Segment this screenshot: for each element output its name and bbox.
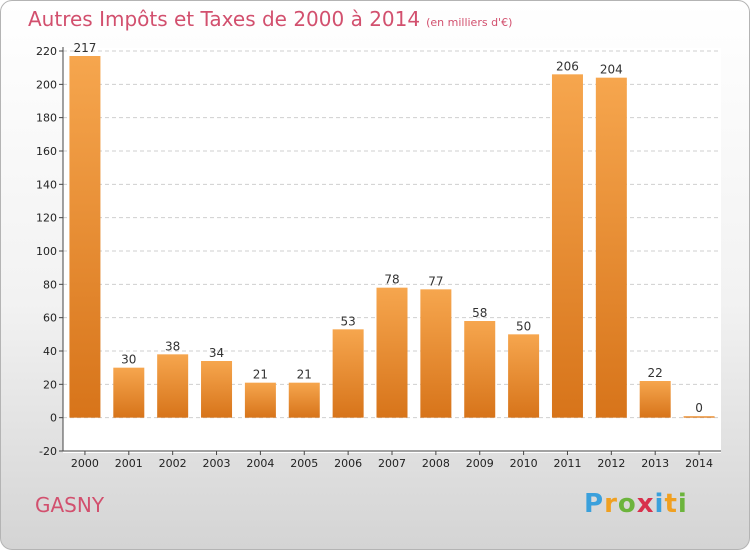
x-tick-label: 2012 [597,457,625,470]
x-tick-label: 2011 [553,457,581,470]
bar [157,354,189,418]
bar-value-label: 217 [73,41,96,55]
bar-value-label: 50 [516,319,531,333]
x-tick-label: 2009 [466,457,494,470]
chart-title-unit: (en milliers d'€) [426,16,513,29]
x-tick-label: 2008 [422,457,450,470]
x-tick-label: 2002 [159,457,187,470]
bar-value-label: 58 [472,306,487,320]
x-tick-label: 2005 [290,457,318,470]
bar [288,382,320,418]
x-tick-label: 2001 [115,457,143,470]
y-tick-label: 140 [36,178,57,191]
x-tick-label: 2006 [334,457,362,470]
y-tick-label: 120 [36,212,57,225]
x-tick-label: 2010 [510,457,538,470]
bar-value-label: 77 [428,274,443,288]
y-tick-label: 20 [43,378,57,391]
bar [551,74,583,418]
y-tick-label: 200 [36,78,57,91]
y-axis-ticks: -20 0 20 40 60 80 100 120 140 160 180 200 220 [36,45,63,458]
bar [113,367,145,418]
bar [464,321,496,418]
bars: 217 30 38 34 21 21 53 78 77 58 50 206 204 22 0 [69,41,715,418]
x-tick-label: 2014 [685,457,713,470]
y-tick-label: 100 [36,245,57,258]
logo-letter: i [654,489,665,519]
chart-title: Autres Impôts et Taxes de 2000 à 2014 (en… [28,7,512,31]
proxiti-logo: Proxiti [584,489,688,519]
y-tick-label: 40 [43,345,57,358]
y-tick-label: 220 [36,45,57,58]
y-tick-label: 80 [43,278,57,291]
logo-letter: r [604,489,618,519]
bar-value-label: 30 [121,353,136,367]
bar-value-label: 0 [695,401,703,415]
bar [244,382,276,418]
x-tick-label: 2000 [71,457,99,470]
bar-value-label: 34 [209,346,224,360]
bar-value-label: 78 [384,273,399,287]
bar [595,77,627,418]
y-tick-label: 0 [50,412,57,425]
bar-value-label: 21 [253,368,268,382]
bar-value-label: 206 [556,59,579,73]
bar-value-label: 38 [165,339,180,353]
bar-value-label: 22 [648,366,663,380]
y-tick-label: -20 [39,445,57,458]
bar [69,56,101,418]
place-name: GASNY [35,493,105,517]
bar [508,334,540,418]
x-tick-label: 2003 [203,457,231,470]
bar-value-label: 21 [297,368,312,382]
y-tick-label: 160 [36,145,57,158]
logo-letter: P [584,489,605,519]
bar [420,289,452,418]
bar-value-label: 204 [600,63,623,77]
bar [376,287,408,418]
bar [683,416,715,418]
logo-letter: x [636,489,655,519]
bar-value-label: 53 [340,314,355,328]
x-tick-label: 2007 [378,457,406,470]
x-axis-labels: 2000 2001 2002 2003 2004 2005 2006 2007 2008 2009… [71,451,713,470]
bar [639,381,671,418]
chart-title-main: Autres Impôts et Taxes de 2000 à 2014 [28,7,421,31]
logo-letter: i [677,489,688,519]
x-tick-label: 2013 [641,457,669,470]
logo-letter: o [617,489,637,519]
bar [332,329,364,418]
logo-letter: t [664,489,678,519]
y-tick-label: 180 [36,112,57,125]
y-tick-label: 60 [43,312,57,325]
bar [201,361,233,418]
x-tick-label: 2004 [246,457,274,470]
